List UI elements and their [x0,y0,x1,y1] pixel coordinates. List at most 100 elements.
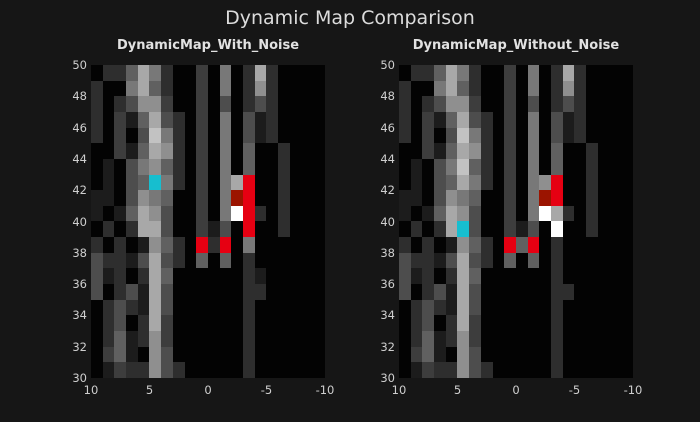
map-cell [126,143,138,159]
map-cell [422,362,435,378]
map-cell [457,205,470,222]
map-cell [266,65,279,81]
map-cell [515,111,528,128]
map-cell [231,315,244,332]
map-cell [313,362,325,378]
map-cell [621,96,633,112]
map-cell [527,127,540,144]
map-cell [586,127,598,144]
map-cell [278,237,290,253]
map-cell [422,205,435,222]
map-cell [410,268,423,285]
map-cell [126,284,138,300]
map-cell [313,80,325,97]
map-cell [480,315,493,332]
map-cell [149,65,162,81]
map-cell [574,190,587,206]
map-cell [266,221,279,238]
map-cell [504,190,516,206]
map-cell [410,299,423,316]
map-cell [551,158,563,175]
map-cell [469,158,481,175]
map-cell [231,143,244,159]
map-cell [457,96,470,112]
map-cell [597,268,610,285]
map-cell [434,158,446,175]
map-cell [399,268,411,285]
map-cell [266,205,279,222]
map-cell [586,268,598,285]
map-cell [551,284,563,300]
map-cell [574,143,587,159]
map-cell [184,174,197,191]
map-cell [219,331,232,347]
map-cell [457,299,470,316]
map-cell [434,315,446,332]
map-cell [207,205,220,222]
map-cell [399,284,411,300]
map-cell [422,158,435,175]
map-cell [161,315,173,332]
map-cell [278,96,290,112]
y-tick-label: 38 [72,245,87,260]
map-cell [492,190,505,206]
map-cell [469,346,481,363]
map-cell [207,252,220,269]
map-cell [469,111,481,128]
map-cell [266,315,279,332]
map-cell [480,346,493,363]
map-cell [574,221,587,238]
y-tick-label: 50 [72,58,87,72]
map-cell [313,299,325,316]
map-cell [539,80,552,97]
map-cell [492,158,505,175]
map-cell [301,80,314,97]
map-cell [445,65,458,81]
map-cell [126,80,138,97]
map-cell [492,174,505,191]
map-cell [137,284,150,300]
map-cell [562,174,575,191]
map-cell [278,143,290,159]
map-cell [254,315,267,332]
map-cell [114,252,127,269]
map-cell [301,331,314,347]
map-cell [254,268,267,285]
map-cell [469,252,481,269]
map-cell [149,284,162,300]
map-cell [301,284,314,300]
map-cell [219,96,232,112]
map-cell [504,299,516,316]
map-cell [457,331,470,347]
map-cell [410,315,423,332]
map-cell [434,143,446,159]
map-cell [445,127,458,144]
map-cell [243,331,255,347]
map-cell [91,96,103,112]
map-cell [597,331,610,347]
map-cell [219,65,232,81]
map-cell [161,221,173,238]
map-cell [196,205,208,222]
map-cell [161,111,173,128]
map-cell [313,190,325,206]
map-cell [313,127,325,144]
map-cell [527,205,540,222]
map-cell [480,80,493,97]
map-cell [574,252,587,269]
map-cell [114,127,127,144]
map-cell [102,252,115,269]
map-cell [434,127,446,144]
map-cell [597,284,610,300]
map-cell [126,96,138,112]
map-cell [597,252,610,269]
map-cell [480,252,493,269]
map-cell [551,111,563,128]
map-cell [574,205,587,222]
map-cell [161,237,173,253]
map-cell [445,268,458,285]
map-cell [609,237,622,253]
map-cell [621,80,633,97]
map-cell [469,331,481,347]
map-cell [278,174,290,191]
